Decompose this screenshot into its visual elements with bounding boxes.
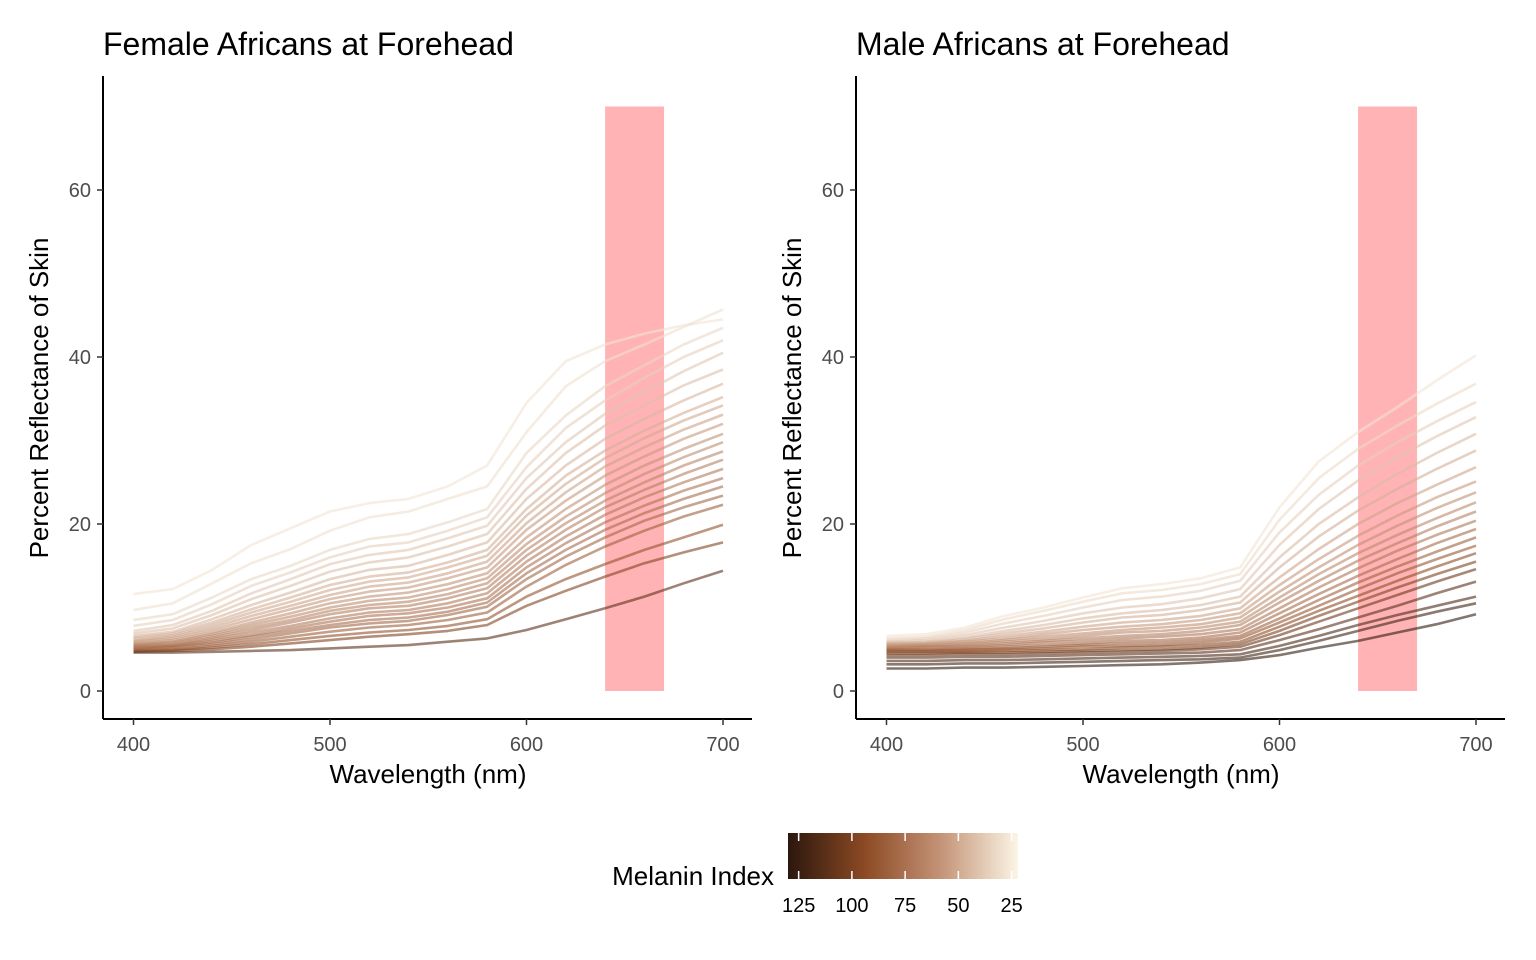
male-series-line: [886, 432, 1477, 644]
male-y-tick-label: 60: [822, 180, 844, 202]
male-series-line: [886, 602, 1477, 666]
female-series-line: [133, 318, 724, 596]
female-x-axis-title: Wavelength (nm): [330, 759, 527, 789]
legend-tick-label: 100: [835, 895, 868, 917]
male-series-line: [886, 466, 1477, 646]
female-series-line: [133, 476, 724, 649]
female-x-tick-label: 700: [706, 734, 739, 756]
male-series-line: [886, 449, 1477, 645]
male-x-axis-title: Wavelength (nm): [1083, 759, 1280, 789]
female-series-line: [133, 569, 724, 654]
female-series-line: [133, 404, 724, 641]
melanin-legend: Melanin Index 125 100 75 50 25: [612, 833, 1023, 917]
female-y-tick-label: 40: [69, 347, 91, 369]
male-x-tick-label: 400: [870, 734, 903, 756]
female-x-tick-label: 600: [510, 734, 543, 756]
male-x-tick-label: 600: [1263, 734, 1296, 756]
male-series-line: [886, 580, 1477, 659]
male-series-line: [886, 519, 1477, 650]
legend-tick-label: 75: [894, 895, 916, 917]
female-series-line: [133, 494, 724, 651]
female-series-line: [133, 485, 724, 650]
male-panel: Male Africans at Forehead 400 500 600 700 0…: [777, 26, 1505, 789]
female-series-line: [133, 458, 724, 648]
female-series-line: [133, 339, 724, 628]
female-panel: Female Africans at Forehead 400 500 600 700…: [24, 26, 752, 789]
legend-title: Melanin Index: [612, 861, 774, 891]
male-series-line: [886, 560, 1477, 655]
female-series-line: [133, 395, 724, 639]
female-x-tick-label: 500: [313, 734, 346, 756]
female-y-axis-title: Percent Reflectance of Skin: [24, 238, 54, 559]
male-series-lines: [886, 354, 1477, 670]
male-series-line: [886, 415, 1477, 643]
female-series-line: [133, 467, 724, 648]
female-y-ticks: 0 20 40 60: [69, 180, 103, 703]
female-series-line: [133, 413, 724, 643]
male-x-ticks: 400 500 600 700: [870, 719, 1493, 756]
legend-tick-label: 125: [782, 895, 815, 917]
male-y-tick-label: 0: [833, 681, 844, 703]
legend-ticks: 125 100 75 50 25: [782, 833, 1023, 917]
male-series-line: [886, 595, 1477, 663]
female-chart-title: Female Africans at Forehead: [103, 26, 514, 62]
female-series-line: [133, 422, 724, 643]
female-series-line: [133, 523, 724, 653]
male-series-line: [886, 480, 1477, 647]
female-series-line: [133, 503, 724, 652]
male-series-line: [886, 567, 1477, 657]
female-series-line: [133, 450, 724, 647]
legend-colorbar: [788, 833, 1018, 879]
male-y-ticks: 0 20 40 60: [822, 180, 856, 703]
male-y-tick-label: 40: [822, 347, 844, 369]
male-series-line: [886, 400, 1477, 642]
legend-tick-label: 25: [1000, 895, 1022, 917]
female-series-line: [133, 440, 724, 646]
female-y-tick-label: 20: [69, 514, 91, 536]
female-x-tick-label: 400: [117, 734, 150, 756]
female-y-tick-label: 60: [69, 180, 91, 202]
male-x-tick-label: 700: [1459, 734, 1492, 756]
female-series-lines: [133, 308, 724, 654]
male-series-line: [886, 382, 1477, 640]
female-series-line: [133, 541, 724, 654]
female-series-line: [133, 308, 724, 612]
female-series-line: [133, 326, 724, 622]
male-highlight-band: [1358, 106, 1418, 691]
male-x-tick-label: 500: [1066, 734, 1099, 756]
female-y-tick-label: 0: [80, 681, 91, 703]
male-chart-title: Male Africans at Forehead: [856, 26, 1230, 62]
legend-tick-label: 50: [947, 895, 969, 917]
female-series-line: [133, 382, 724, 638]
female-series-line: [133, 368, 724, 635]
male-series-line: [886, 354, 1477, 638]
male-series-line: [886, 544, 1477, 653]
female-series-line: [133, 432, 724, 645]
male-series-line: [886, 612, 1477, 670]
male-y-tick-label: 20: [822, 514, 844, 536]
male-y-axis-title: Percent Reflectance of Skin: [777, 238, 807, 559]
male-series-line: [886, 501, 1477, 648]
female-x-ticks: 400 500 600 700: [117, 719, 740, 756]
female-series-line: [133, 351, 724, 633]
